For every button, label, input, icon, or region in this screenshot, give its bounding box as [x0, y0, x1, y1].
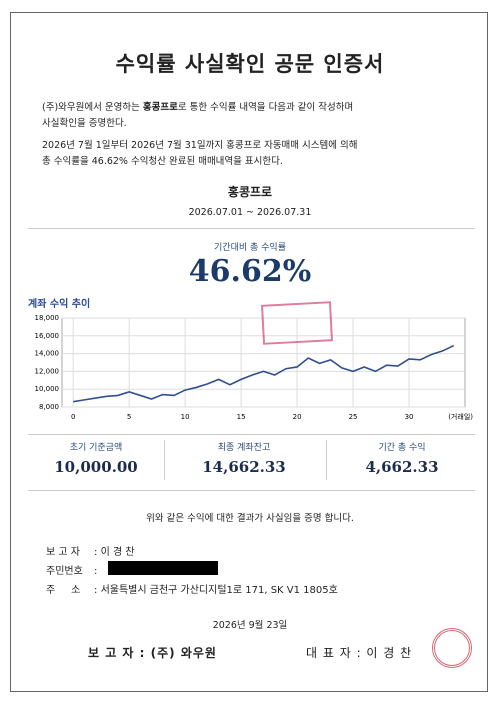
- headline-label: 기간대비 총 수익률: [214, 243, 286, 253]
- y-tick-label: 16,000: [35, 332, 60, 340]
- info-label: 주민번호: [46, 566, 83, 577]
- x-tick-label: 20: [293, 413, 302, 421]
- stat-value: 4,662.33: [365, 458, 439, 476]
- intro-line: 총 수익률을 46.62% 수익청산 완료된 매매내역을 표시한다.: [42, 156, 283, 167]
- y-tick-label: 14,000: [35, 350, 60, 358]
- x-tick-label: 0: [71, 413, 75, 421]
- stat-value: 10,000.00: [54, 458, 138, 476]
- divider: [164, 440, 165, 480]
- divider: [28, 490, 475, 491]
- y-tick-label: 8,000: [39, 403, 59, 411]
- info-label: 보 고 자: [46, 547, 80, 558]
- x-axis-label: (거래일): [448, 412, 473, 421]
- info-row: 주 소: 서울특별시 금천구 가산디지털1로 171, SK V1 1805호: [46, 581, 338, 596]
- stamp: [261, 301, 333, 345]
- info-row: 보 고 자: 이 경 찬: [46, 543, 135, 558]
- redaction: [108, 561, 218, 575]
- stat-label: 초기 기준금액: [69, 443, 123, 453]
- stat-value: 14,662.33: [202, 458, 286, 476]
- x-tick-label: 30: [405, 413, 414, 421]
- stat: 최종 계좌잔고 14,662.33: [174, 440, 314, 476]
- divider: [326, 440, 327, 480]
- divider: [28, 434, 475, 435]
- y-tick-label: 10,000: [35, 385, 60, 393]
- seal: [432, 628, 472, 668]
- line: [73, 344, 455, 403]
- info-row: 주민번호:: [46, 562, 97, 577]
- x-tick-label: 15: [237, 413, 246, 421]
- text: 로 통한 수익률 내역을 다음과 같이 작성하며: [177, 102, 354, 113]
- chart: 계좌 수익 추이 8,000 10,000 12,000 14,000 16,000 18,…: [28, 297, 473, 421]
- signature: 대 표 자 : 이 경 찬: [306, 646, 413, 660]
- divider: [28, 228, 475, 229]
- text-bold: 홍콩프로: [142, 102, 178, 113]
- intro-line: (주)와우원에서 운영하는 홍콩프로로 통한 수익률 내역을 다음과 같이 작성…: [42, 100, 353, 116]
- signature: 보 고 자 : (주) 와우원: [88, 646, 217, 660]
- intro-line: 사실확인을 증명한다.: [42, 118, 127, 129]
- separator: :: [94, 547, 98, 558]
- x-tick-label: 25: [349, 413, 358, 421]
- x-tick-label: 10: [181, 413, 190, 421]
- y-tick-label: 18,000: [35, 314, 60, 322]
- statement: 위와 같은 수익에 대한 결과가 사실임을 증명 합니다.: [146, 513, 354, 524]
- title: 수익률 사실확인 공문 인증서: [115, 52, 385, 76]
- product-name: 홍콩프로: [227, 185, 273, 199]
- x-tick-label: 5: [127, 413, 131, 421]
- text: (주)와우원에서 운영하는: [42, 102, 143, 113]
- headline-value: 46.62%: [188, 254, 312, 289]
- info-label: 주 소: [46, 585, 81, 596]
- frame: [10, 12, 488, 692]
- intro-line: 2026년 7월 1일부터 2026년 7월 31일까지 홍콩프로 자동매매 시…: [42, 140, 358, 151]
- chart-title: 계좌 수익 추이: [28, 297, 90, 310]
- separator: :: [94, 585, 98, 596]
- stat-label: 최종 계좌잔고: [217, 443, 271, 453]
- stat: 초기 기준금액 10,000.00: [26, 440, 166, 476]
- info-value: 서울특별시 금천구 가산디지털1로 171, SK V1 1805호: [100, 585, 338, 596]
- date: 2026년 9월 23일: [212, 620, 288, 631]
- separator: :: [94, 566, 98, 577]
- period: 2026.07.01 ~ 2026.07.31: [188, 207, 312, 218]
- info-value: 이 경 찬: [100, 547, 135, 558]
- y-tick-label: 12,000: [35, 367, 60, 375]
- stat-label: 기간 총 수익: [378, 443, 426, 453]
- stat: 기간 총 수익 4,662.33: [332, 440, 472, 476]
